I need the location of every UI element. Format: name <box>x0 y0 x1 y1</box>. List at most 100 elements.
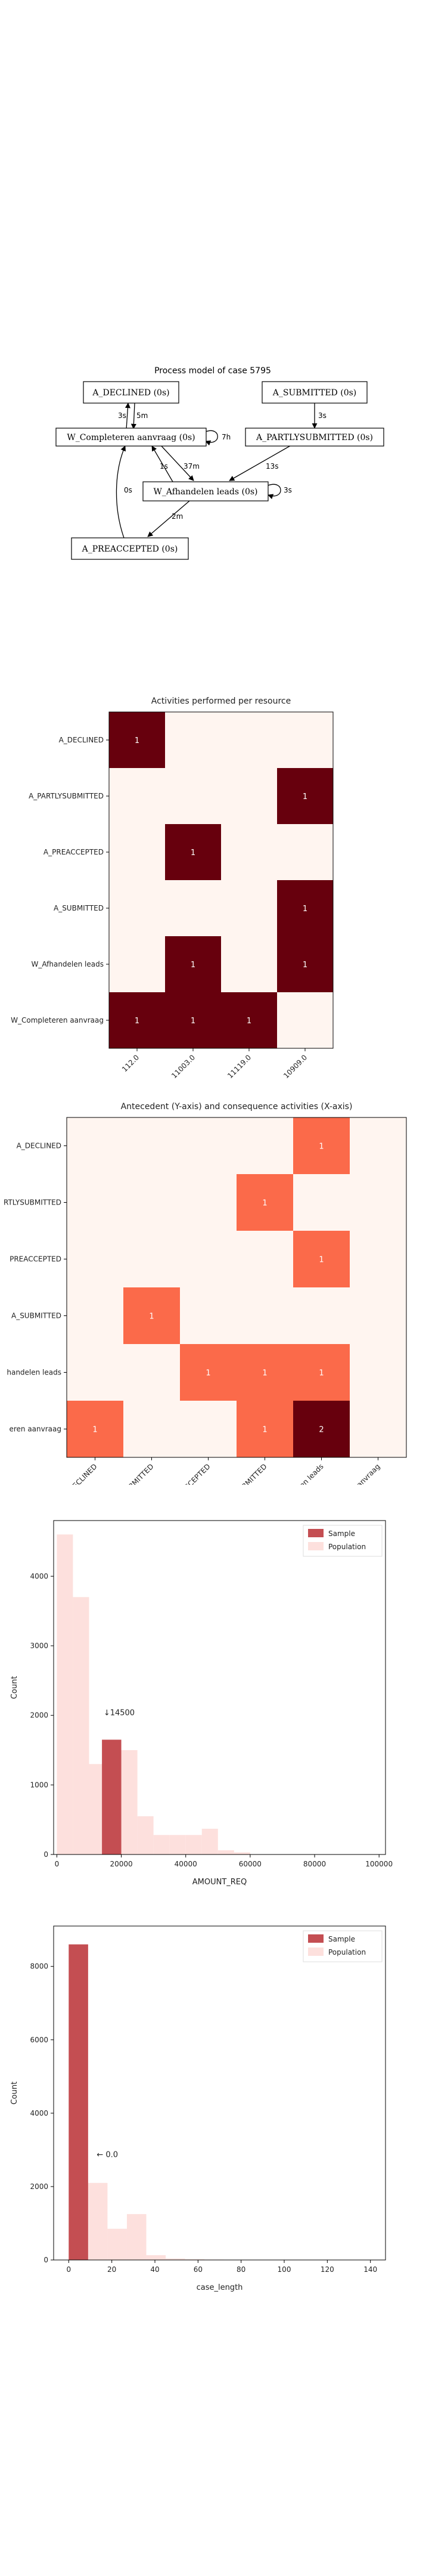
heatmap-cell <box>109 992 165 1048</box>
x-tick-label: 0 <box>55 1860 60 1868</box>
y-axis-label: Count <box>10 1676 19 1699</box>
sample-bar <box>102 1739 122 1854</box>
heatmap-cell <box>165 880 221 936</box>
heatmap-cell <box>180 1174 237 1231</box>
y-tick-label: 0 <box>43 2256 48 2264</box>
population-bar <box>107 2228 127 2260</box>
heatmap-cell <box>237 1344 293 1401</box>
heatmap-cell <box>165 768 221 824</box>
y-tick-label: A_PARTLYSUBMITTED <box>29 792 104 800</box>
heatmap-cell <box>221 824 277 880</box>
y-tick-label: 8000 <box>30 1962 48 1971</box>
svg-text:A_PREACCEPTED (0s): A_PREACCEPTED (0s) <box>82 544 178 554</box>
x-tick-label: 0 <box>66 2265 71 2274</box>
svg-text:W_Completeren aanvraag (0s): W_Completeren aanvraag (0s) <box>67 433 195 442</box>
annotation: ↓14500 <box>104 1709 135 1718</box>
edge-label: 13s <box>266 462 279 470</box>
heatmap-frame <box>108 711 334 1049</box>
x-tick-label: 20000 <box>110 1860 132 1868</box>
population-bar <box>57 1534 73 1854</box>
heatmap-cell-label: 1 <box>92 1426 97 1435</box>
legend-swatch-sample <box>308 1529 324 1537</box>
x-tick-label: 80 <box>237 2265 245 2274</box>
heatmap-cell <box>180 1287 237 1344</box>
heatmap-cell <box>123 1117 180 1174</box>
process-model-graph: Process model of case 5795 3s 5m 7h 3s 1… <box>55 366 384 560</box>
edge-completeren-declined <box>125 402 130 430</box>
edge-label: 37m <box>184 462 200 470</box>
legend-label-population: Population <box>328 1948 366 1956</box>
heatmap-cell <box>350 1174 406 1231</box>
heatmap-cell <box>293 1117 350 1174</box>
heatmap-cell-label: 1 <box>191 849 195 857</box>
node-a-declined: A_DECLINED (0s) <box>83 381 179 404</box>
y-tick-label: 4000 <box>30 1572 48 1580</box>
heatmap-cell <box>350 1401 406 1457</box>
sample-bar <box>69 1944 88 2260</box>
x-tick-label: 120 <box>321 2265 334 2274</box>
x-tick-label: A_DECLINED <box>61 1462 98 1485</box>
heatmap-cell <box>165 824 221 880</box>
heatmap-cell <box>109 880 165 936</box>
heatmap-cell-label: 1 <box>149 1312 154 1321</box>
chart-title: Antecedent (Y-axis) and consequence acti… <box>121 1102 353 1111</box>
population-bar <box>73 1597 89 1854</box>
heatmap-cell <box>180 1231 237 1287</box>
amount-req-histogram: 0 20000 40000 60000 80000 100000 0 1000 2000 3000… <box>10 1520 393 1887</box>
heatmap-cell-label: 1 <box>303 792 307 801</box>
heatmap-cell <box>109 768 165 824</box>
edge-label: 0s <box>124 486 132 494</box>
svg-text:A_PARTLYSUBMITTED (0s): A_PARTLYSUBMITTED (0s) <box>256 433 373 442</box>
case-length-histogram-panel: 0 20 40 60 80 100 120 140 0 2000 4000 6000 8000 case_… <box>0 1914 429 2308</box>
node-a-submitted: A_SUBMITTED (0s) <box>262 381 368 404</box>
y-tick-label: A_DECLINED <box>59 736 104 744</box>
y-tick-label: A_SUBMITTED <box>11 1312 61 1320</box>
edge-afhandelen-self <box>268 484 281 500</box>
y-tick-label: handelen leads <box>7 1368 61 1377</box>
svg-text:A_SUBMITTED (0s): A_SUBMITTED (0s) <box>272 388 357 398</box>
heatmap-cell <box>237 1231 293 1287</box>
y-tick-label: RTLYSUBMITTED <box>4 1199 61 1207</box>
heatmap-cell-label: 1 <box>303 905 307 914</box>
edge-preaccepted-completeren <box>116 445 126 538</box>
population-bar <box>169 1835 186 1854</box>
heatmap-cell <box>67 1231 123 1287</box>
annotation: ← 0.0 <box>97 2151 118 2160</box>
heatmap-cell <box>67 1117 123 1174</box>
heatmap-cell <box>221 936 277 992</box>
heatmap-cell <box>123 1287 180 1344</box>
svg-text:A_DECLINED (0s): A_DECLINED (0s) <box>92 388 169 398</box>
heatmap-cell <box>221 768 277 824</box>
population-bar <box>137 1816 154 1854</box>
heatmap-cell <box>165 712 221 768</box>
x-tick-label: 100000 <box>365 1860 393 1868</box>
edge-declined-completeren <box>130 402 136 429</box>
case-length-histogram: 0 20 40 60 80 100 120 140 0 2000 4000 6000 8000 case_… <box>10 1925 386 2292</box>
y-tick-label: PREACCEPTED <box>10 1255 61 1264</box>
heatmap-cell-label: 1 <box>319 1256 324 1265</box>
y-tick-label: W_Afhandelen leads <box>31 960 104 968</box>
y-tick-label: 2000 <box>30 1711 48 1720</box>
heatmap-cell <box>237 1174 293 1231</box>
heatmap-cell <box>67 1287 123 1344</box>
population-bar <box>121 1750 138 1854</box>
heatmap-cell <box>180 1401 237 1457</box>
heatmap-cell <box>237 1117 293 1174</box>
y-tick-label: 1000 <box>30 1781 48 1789</box>
population-bar <box>166 2258 185 2260</box>
heatmap-cell <box>350 1344 406 1401</box>
x-axis-label: AMOUNT_REQ <box>192 1878 247 1887</box>
population-bar <box>185 2259 205 2260</box>
heatmap-cell <box>277 712 333 768</box>
heatmap-cell <box>123 1401 180 1457</box>
edge-label: 5m <box>136 411 148 420</box>
heatmap-cell <box>123 1231 180 1287</box>
edge-label: 3s <box>118 411 126 420</box>
population-bar <box>153 1835 170 1854</box>
heatmap-cell <box>277 936 333 992</box>
heatmap-cell-label: 1 <box>262 1369 267 1378</box>
heatmap-cell <box>237 1401 293 1457</box>
heatmap-cell <box>350 1287 406 1344</box>
heatmap-frame <box>66 1117 407 1458</box>
